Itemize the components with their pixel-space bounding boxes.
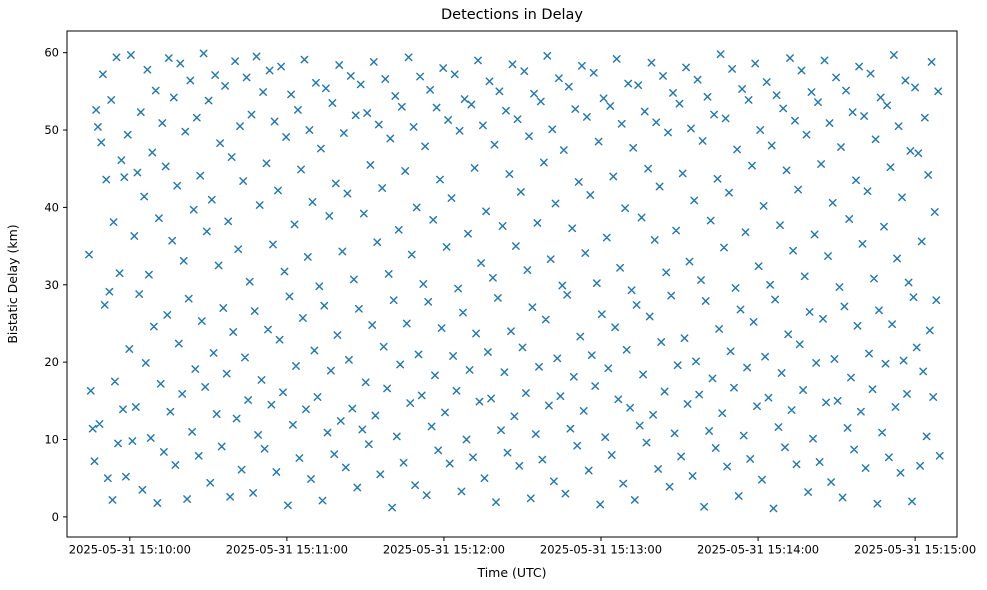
plot-area xyxy=(66,30,958,538)
y-tick-label: 40 xyxy=(44,200,59,214)
y-tick-label: 20 xyxy=(44,355,59,369)
x-tick-label: 2025-05-31 15:13:00 xyxy=(540,543,662,557)
y-tick-label: 0 xyxy=(52,510,59,524)
x-tick-label: 2025-05-31 15:11:00 xyxy=(226,543,348,557)
y-ticks: 0 10 20 30 40 50 60 xyxy=(44,46,67,524)
x-tick-label: 2025-05-31 15:10:00 xyxy=(69,543,191,557)
y-tick-label: 60 xyxy=(44,46,59,60)
y-tick-label: 30 xyxy=(44,278,59,292)
chart-title: Detections in Delay xyxy=(441,7,583,23)
x-tick-label: 2025-05-31 15:12:00 xyxy=(383,543,505,557)
x-axis-label: Time (UTC) xyxy=(476,565,546,580)
x-tick-label: 2025-05-31 15:14:00 xyxy=(697,543,819,557)
x-tick-label: 2025-05-31 15:15:00 xyxy=(854,543,976,557)
y-tick-label: 10 xyxy=(44,433,59,447)
x-ticks: 2025-05-31 15:10:00 2025-05-31 15:11:00 20… xyxy=(69,537,976,557)
y-axis-label: Bistatic Delay (km) xyxy=(5,224,20,343)
y-tick-label: 50 xyxy=(44,123,59,137)
scatter-points xyxy=(85,49,944,513)
